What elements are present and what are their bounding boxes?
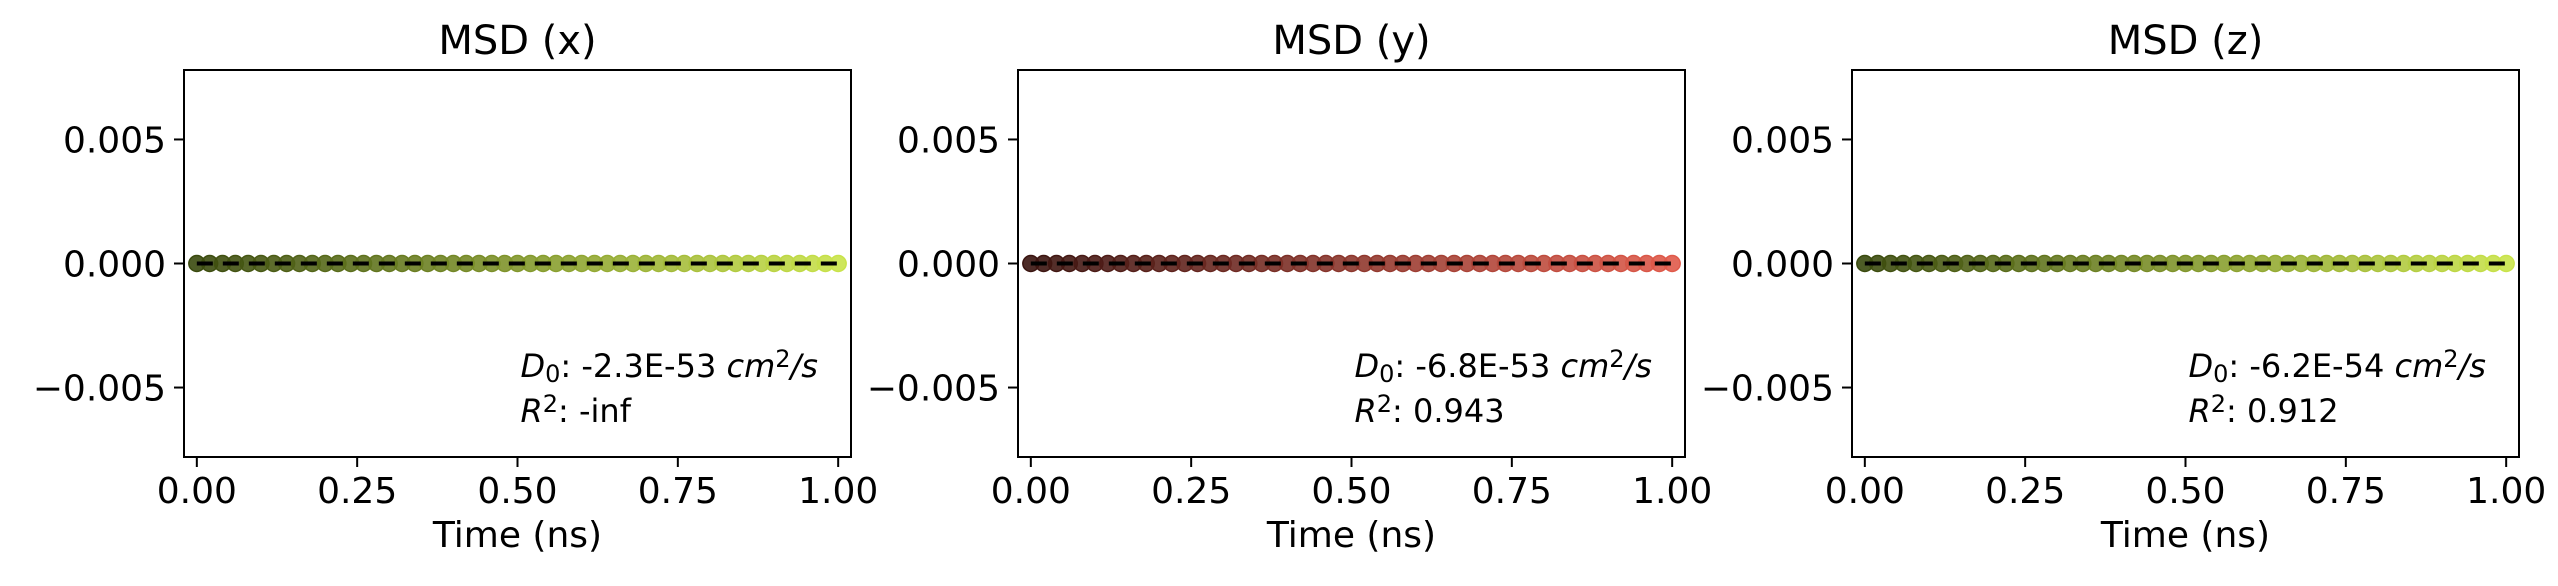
- d0-symbol: D: [1355, 347, 1380, 385]
- y-tick-label: 0.000: [897, 245, 1000, 286]
- x-tick-label: 0.50: [2145, 471, 2225, 512]
- d0-value: : -2.3E-53: [560, 347, 726, 385]
- y-tick-label: 0.005: [897, 120, 1000, 161]
- d0-unit-tail: /s: [788, 347, 818, 385]
- d0-unit: cm: [726, 347, 775, 385]
- r2-symbol: R: [521, 392, 543, 430]
- r2-symbol: R: [1355, 392, 1377, 430]
- x-tick-label: 0.75: [1472, 471, 1552, 512]
- annotation-d0: D0: -6.8E-53 cm2/s: [1355, 345, 1652, 388]
- y-tick-label: −0.005: [867, 369, 1000, 410]
- r2-exponent: 2: [1377, 390, 1392, 418]
- panel-2: MSD (y) 0.00 0.25 0.50 0.75 1.00 0.005 0.000 −0.…: [867, 18, 1712, 556]
- panel-1: MSD (x) 0.00 0.25 0.50 0.75 1.00 0.005 0.000 −0.…: [33, 18, 878, 556]
- r2-symbol: R: [2189, 392, 2211, 430]
- y-tick-label: −0.005: [1701, 369, 1834, 410]
- annotation-r2: R2: 0.912: [2189, 390, 2339, 430]
- annotation-r2: R2: 0.943: [1355, 390, 1505, 430]
- d0-subscript: 0: [1379, 360, 1394, 388]
- chart-title: MSD (x): [438, 18, 596, 64]
- r2-value: : 0.943: [1392, 392, 1505, 430]
- x-axis-label: Time (ns): [432, 515, 602, 556]
- r2-exponent: 2: [2211, 390, 2226, 418]
- y-tick-label: 0.000: [63, 245, 166, 286]
- y-tick-label: 0.000: [1731, 245, 1834, 286]
- d0-symbol: D: [521, 347, 546, 385]
- x-tick-label: 0.75: [638, 471, 718, 512]
- d0-value: : -6.2E-54: [2228, 347, 2394, 385]
- d0-unit-exponent: 2: [1609, 345, 1624, 373]
- x-tick-label: 0.50: [1311, 471, 1391, 512]
- x-tick-label: 0.00: [1825, 471, 1905, 512]
- x-tick-label: 0.00: [157, 471, 237, 512]
- r2-value: : 0.912: [2226, 392, 2339, 430]
- d0-unit-exponent: 2: [775, 345, 790, 373]
- d0-subscript: 0: [545, 360, 560, 388]
- x-tick-label: 0.75: [2306, 471, 2386, 512]
- x-tick-label: 0.25: [317, 471, 397, 512]
- r2-exponent: 2: [543, 390, 558, 418]
- annotation-d0: D0: -2.3E-53 cm2/s: [521, 345, 818, 388]
- d0-unit: cm: [2394, 347, 2443, 385]
- d0-unit: cm: [1560, 347, 1609, 385]
- x-tick-label: 0.50: [477, 471, 557, 512]
- panel-3: MSD (z) 0.00 0.25 0.50 0.75 1.00 0.005 0.000 −0.…: [1701, 18, 2546, 556]
- x-tick-label: 0.25: [1151, 471, 1231, 512]
- x-tick-label: 1.00: [798, 471, 878, 512]
- d0-unit-tail: /s: [1622, 347, 1652, 385]
- y-tick-label: −0.005: [33, 369, 166, 410]
- x-tick-label: 0.00: [991, 471, 1071, 512]
- chart-title: MSD (y): [1272, 18, 1430, 64]
- d0-subscript: 0: [2213, 360, 2228, 388]
- x-tick-label: 0.25: [1985, 471, 2065, 512]
- annotation-r2: R2: -inf: [521, 390, 632, 430]
- x-axis-label: Time (ns): [2100, 515, 2270, 556]
- r2-value: : -inf: [558, 392, 632, 430]
- chart-title: MSD (z): [2108, 18, 2264, 64]
- y-tick-label: 0.005: [1731, 120, 1834, 161]
- annotation-d0: D0: -6.2E-54 cm2/s: [2189, 345, 2486, 388]
- x-tick-label: 1.00: [2466, 471, 2546, 512]
- d0-symbol: D: [2189, 347, 2214, 385]
- x-axis-label: Time (ns): [1266, 515, 1436, 556]
- d0-unit-tail: /s: [2456, 347, 2486, 385]
- y-tick-label: 0.005: [63, 120, 166, 161]
- x-tick-label: 1.00: [1632, 471, 1712, 512]
- d0-unit-exponent: 2: [2443, 345, 2458, 373]
- d0-value: : -6.8E-53: [1394, 347, 1560, 385]
